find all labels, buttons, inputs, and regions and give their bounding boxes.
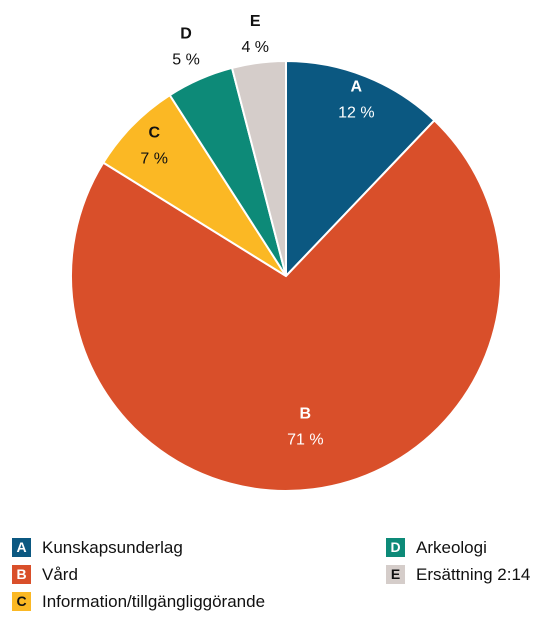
legend-letter: A [16, 539, 26, 555]
legend-label: Arkeologi [416, 538, 487, 557]
slice-value-label: 71 % [287, 432, 323, 449]
legend-letter: E [391, 566, 400, 582]
legend-label: Ersättning 2:14 [416, 565, 530, 584]
slice-value-label: 5 % [172, 52, 200, 69]
legend-label: Information/tillgängliggörande [42, 592, 265, 611]
pie-slice [70, 118, 502, 492]
slice-letter: E [250, 13, 261, 30]
legend-swatch [386, 538, 405, 557]
legend-label: Kunskapsunderlag [42, 538, 183, 557]
slice-value-label: 7 % [140, 151, 168, 168]
legend-label: Vård [42, 565, 78, 584]
legend-letter: B [16, 566, 26, 582]
pie-slice [230, 59, 287, 277]
legend-swatch [12, 538, 31, 557]
slice-letter: D [180, 26, 192, 43]
legend-swatch [12, 592, 31, 611]
legend-swatch [386, 565, 405, 584]
pie-slice [285, 59, 436, 279]
slice-value-label: 12 % [338, 105, 374, 122]
slice-letter: A [351, 79, 363, 96]
slice-letter: C [148, 125, 160, 142]
legend-swatch [12, 565, 31, 584]
legend-letter: C [16, 593, 26, 609]
legend-letter: D [390, 539, 400, 555]
slice-value-label: 4 % [241, 39, 269, 56]
slice-letter: B [300, 406, 312, 423]
